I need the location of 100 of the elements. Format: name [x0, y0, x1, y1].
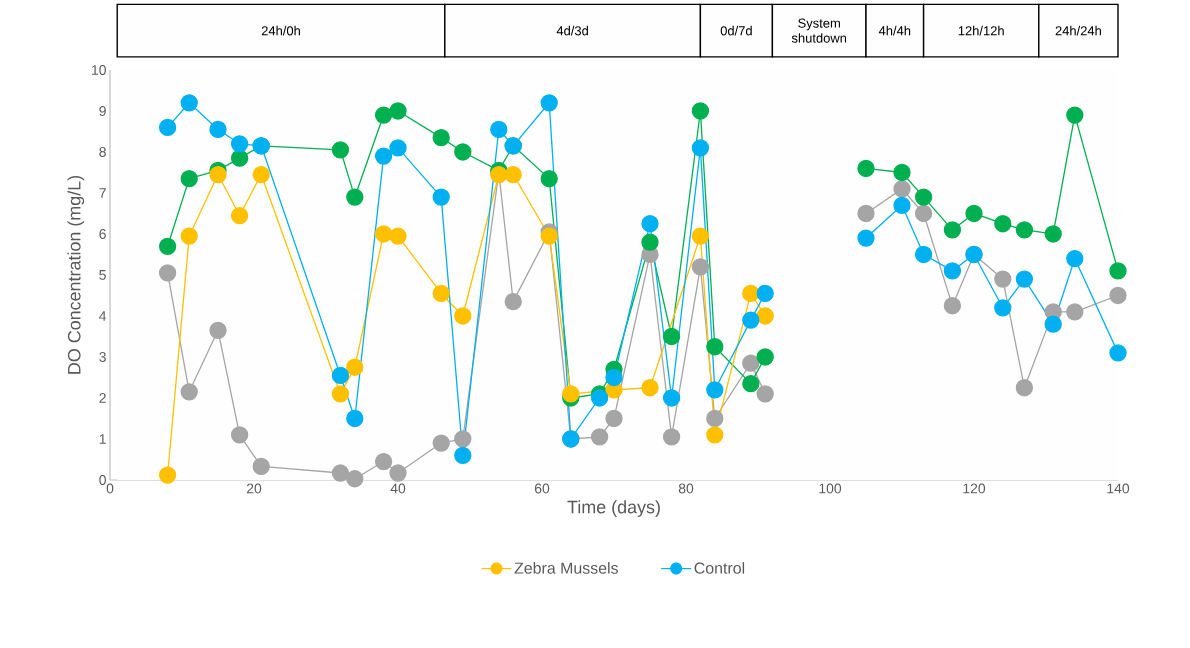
- x-tick-label: 40: [390, 483, 406, 494]
- point: [1066, 249, 1084, 268]
- point: [331, 141, 350, 159]
- x-tick-label: 60: [534, 483, 550, 494]
- point: [943, 262, 962, 280]
- point: [540, 227, 558, 245]
- point: [691, 258, 710, 276]
- legend-label: Zebra Mussels: [514, 562, 618, 574]
- point: [893, 180, 911, 198]
- y-tick-label: 1: [99, 434, 106, 444]
- point: [943, 221, 962, 239]
- point: [490, 120, 508, 139]
- point: [454, 307, 472, 325]
- point: [562, 385, 580, 403]
- point: [209, 165, 227, 184]
- point: [158, 118, 177, 137]
- point: [209, 321, 227, 339]
- point: [230, 149, 249, 167]
- point: [432, 128, 450, 147]
- y-axis-title: DO Concentration (mg/L): [67, 175, 85, 374]
- point: [662, 428, 681, 446]
- y-tick-label: 2: [99, 393, 106, 403]
- point: [389, 227, 407, 245]
- point: [432, 434, 450, 452]
- point: [230, 426, 249, 444]
- band-label: 0d/7d: [720, 25, 752, 36]
- y-tick-label: 9: [99, 106, 106, 116]
- point: [943, 297, 962, 315]
- point: [742, 354, 760, 372]
- point: [965, 204, 983, 223]
- point: [331, 366, 350, 385]
- point: [374, 147, 393, 165]
- band-label: 12h/12h: [958, 25, 1004, 36]
- point: [605, 409, 623, 428]
- point: [540, 169, 558, 188]
- point: [706, 338, 724, 356]
- point: [857, 159, 875, 178]
- point: [1015, 221, 1034, 239]
- x-tick-label: 20: [246, 483, 262, 494]
- point: [252, 165, 270, 184]
- point: [180, 227, 198, 245]
- point: [230, 206, 249, 225]
- point: [180, 169, 198, 188]
- point: [374, 452, 393, 471]
- point: [432, 188, 450, 206]
- point: [180, 94, 198, 112]
- point: [331, 464, 350, 482]
- point: [1044, 225, 1062, 243]
- point: [605, 368, 623, 387]
- point: [331, 385, 350, 403]
- point: [706, 426, 724, 444]
- point: [893, 196, 911, 214]
- point: [389, 464, 407, 482]
- band-label: 24h/24h: [1055, 25, 1101, 36]
- legend-label: Control: [694, 562, 745, 574]
- point: [1015, 270, 1034, 288]
- y-tick-label: 0: [99, 475, 106, 485]
- band-label: System shutdown: [791, 18, 847, 43]
- point: [742, 374, 760, 393]
- point: [994, 270, 1012, 288]
- point: [756, 348, 774, 366]
- x-tick-label: 80: [678, 483, 694, 494]
- point: [432, 284, 450, 303]
- point: [691, 102, 710, 120]
- point: [641, 233, 659, 251]
- point: [346, 188, 364, 206]
- band-label: 4d/3d: [556, 25, 588, 36]
- point: [158, 466, 177, 484]
- point: [742, 311, 760, 329]
- point: [691, 227, 710, 245]
- point: [914, 204, 933, 223]
- point: [590, 389, 609, 407]
- x-tick-label: 140: [1107, 483, 1130, 494]
- point: [756, 284, 774, 303]
- y-tick-label: 5: [99, 270, 106, 280]
- point: [1015, 379, 1034, 397]
- y-tick-label: 3: [99, 352, 106, 362]
- point: [1109, 344, 1127, 362]
- x-tick-label: 0: [106, 483, 114, 494]
- point: [1109, 262, 1127, 280]
- point: [252, 457, 270, 476]
- point: [857, 229, 875, 247]
- point: [389, 102, 407, 120]
- point: [540, 94, 558, 112]
- point: [158, 237, 177, 255]
- point: [454, 446, 472, 465]
- point: [641, 215, 659, 233]
- point: [346, 358, 364, 376]
- point: [857, 204, 875, 223]
- y-tick-label: 4: [99, 311, 107, 321]
- point: [994, 299, 1012, 317]
- point: [706, 409, 724, 428]
- point: [504, 292, 522, 311]
- y-tick-label: 8: [99, 147, 106, 157]
- point: [209, 120, 227, 139]
- point: [230, 135, 249, 153]
- band-label: 24h/0h: [261, 25, 300, 36]
- x-axis-title: Time (days): [567, 500, 660, 517]
- point: [1066, 303, 1084, 321]
- point: [389, 139, 407, 157]
